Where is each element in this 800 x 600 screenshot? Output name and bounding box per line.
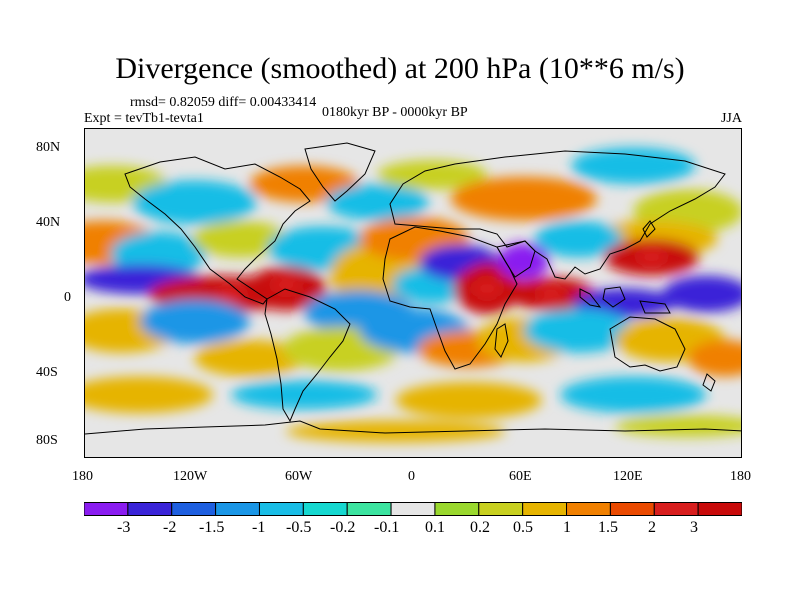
y-tick-label: 80S <box>36 433 58 448</box>
field-blob <box>85 376 213 414</box>
coast-eurasia <box>389 150 726 280</box>
coast-greenland <box>304 142 376 202</box>
maritime-continent-convergence <box>610 294 639 313</box>
period-label: 0180kyr BP - 0000kyr BP <box>322 105 468 120</box>
plot-title: Divergence (smoothed) at 200 hPa (10**6 … <box>115 52 685 85</box>
experiment-label: Expt = tevTb1-tevta1 <box>84 111 204 126</box>
east-pacific-divergence <box>217 285 246 303</box>
divergence-map <box>84 128 742 458</box>
east-africa-divergence <box>473 279 502 298</box>
coast-south-america <box>264 288 351 423</box>
field-blob <box>395 382 542 419</box>
colorbar-swatch <box>127 502 173 516</box>
central-pacific-convergence <box>125 270 154 289</box>
field-blob <box>571 147 696 184</box>
colorbar-swatch <box>84 502 129 516</box>
coast-borneo <box>602 286 626 308</box>
colorbar-label: -2 <box>163 519 177 536</box>
field-blob <box>560 376 707 414</box>
field-blob <box>286 420 506 443</box>
west-pacific-divergence <box>637 248 666 267</box>
colorbar-label: 0.1 <box>425 519 445 536</box>
africa-convergence <box>445 253 474 272</box>
field-blob <box>450 176 597 221</box>
rmsd-diff-stats: rmsd= 0.82059 diff= 0.00433414 <box>130 95 317 110</box>
field-blob <box>615 415 741 437</box>
south-america-divergence <box>272 275 301 294</box>
colorbar-swatch <box>566 502 611 516</box>
colorbar-swatch <box>697 502 742 516</box>
field-blob <box>534 220 623 258</box>
coast-australia <box>609 316 686 372</box>
coast-sumatra <box>579 288 602 308</box>
coast-japan <box>642 220 656 238</box>
colorbar-swatch <box>346 502 392 516</box>
coast-arabia <box>496 240 536 278</box>
x-tick-label: 180 <box>730 469 751 484</box>
colorbar-swatch <box>215 502 260 516</box>
coast-madagascar <box>494 323 509 358</box>
colorbar-label: -0.1 <box>374 519 400 536</box>
y-tick-label: 80N <box>36 140 61 155</box>
field-blob <box>139 299 250 344</box>
colorbar-swatch <box>390 502 436 516</box>
colorbar-label: 1 <box>563 519 571 536</box>
x-tick-label: 120W <box>173 469 208 484</box>
colorbar-label: 3 <box>690 519 698 536</box>
coast-north-america <box>124 156 311 305</box>
field-blob <box>377 160 488 190</box>
colorbar-label: 0.2 <box>470 519 490 536</box>
colorbar-label: 1.5 <box>598 519 618 536</box>
colorbar-swatch <box>522 502 568 516</box>
coast-africa <box>382 226 518 370</box>
field-blob <box>194 339 305 377</box>
y-tick-label: 40N <box>36 215 61 230</box>
colorbar-label: 2 <box>648 519 656 536</box>
x-tick-label: 60E <box>509 469 532 484</box>
divergence-field <box>85 147 741 443</box>
colorbar-swatch <box>302 502 348 516</box>
field-blob <box>231 380 378 410</box>
colorbar-label: 0.5 <box>513 519 533 536</box>
coast-new-zealand <box>702 373 716 392</box>
field-blob <box>192 220 288 258</box>
west-pacific-convergence <box>692 285 721 303</box>
colorbar-swatch <box>478 502 524 516</box>
colorbar-swatch <box>653 502 699 516</box>
colorbar-label: -1.5 <box>199 519 225 536</box>
x-tick-label: 60W <box>285 469 313 484</box>
colorbar-swatch <box>258 502 304 516</box>
colorbar-swatch <box>434 502 480 516</box>
map-canvas <box>85 129 741 457</box>
coastlines <box>85 142 741 435</box>
field-blob <box>523 308 634 353</box>
colorbar-label: -0.2 <box>330 519 356 536</box>
indian-ocean-divergence <box>537 285 566 303</box>
colorbar-label: -3 <box>117 519 131 536</box>
coast-antarctica <box>85 420 741 435</box>
field-blob <box>688 339 741 377</box>
colorbar-swatch <box>609 502 655 516</box>
y-tick-label: 40S <box>36 365 58 380</box>
y-tick-label: 0 <box>64 290 71 305</box>
x-tick-label: 180 <box>72 469 93 484</box>
colorbar-swatch <box>171 502 217 516</box>
x-tick-label: 0 <box>408 469 415 484</box>
season-label: JJA <box>720 111 742 126</box>
x-tick-label: 120E <box>613 469 643 484</box>
coast-new-guinea <box>639 300 671 314</box>
field-blob <box>326 184 429 221</box>
field-blob <box>132 180 257 225</box>
colorbar-label: -0.5 <box>286 519 312 536</box>
colorbar-label: -1 <box>252 519 266 536</box>
colorbar <box>84 502 742 516</box>
